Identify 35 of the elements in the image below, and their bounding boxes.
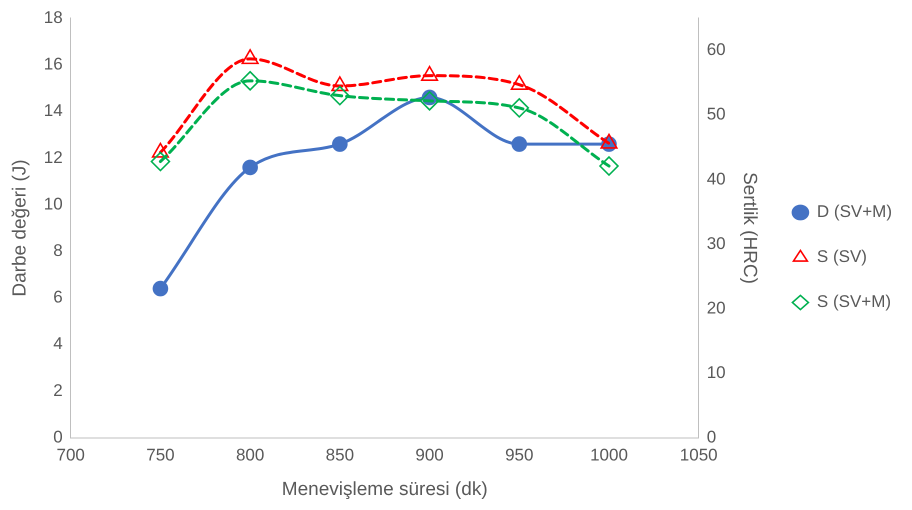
y2-tick-label: 20	[706, 298, 726, 318]
point	[152, 280, 168, 296]
x-tick-label: 700	[56, 446, 85, 465]
y2-tick-label: 50	[706, 104, 726, 124]
x-tick-label: 750	[146, 446, 175, 465]
legend-label: S (SV+M)	[816, 292, 892, 312]
y2-tick-label: 40	[706, 169, 726, 188]
point	[242, 160, 258, 176]
y2-tick-label: 10	[706, 362, 726, 382]
point	[511, 136, 528, 152]
y-tick-label: 16	[44, 54, 63, 74]
y-tick-label: 6	[53, 288, 63, 307]
y2-tick-label: 0	[706, 427, 716, 446]
y-tick-label: 14	[44, 101, 63, 120]
y-tick-label: 0	[53, 427, 63, 446]
y-tick-label: 2	[53, 380, 63, 400]
y-tick-label: 12	[44, 148, 63, 167]
x-tick-label: 900	[415, 446, 444, 465]
y2-tick-label: 30	[706, 234, 726, 253]
point	[332, 136, 348, 152]
y-tick-label: 4	[53, 334, 63, 354]
y-axis-title: Darbe değeri (J)	[10, 159, 31, 297]
y2-axis-title: Sertlik (HRC)	[738, 172, 760, 284]
x-tick-label: 800	[236, 446, 264, 465]
legend-label: D (SV+M)	[816, 202, 892, 222]
y-tick-label: 8	[53, 241, 63, 260]
x-axis-title: Menevişleme süresi (dk)	[282, 478, 488, 500]
y-tick-label: 10	[44, 194, 63, 214]
x-tick-label: 950	[505, 446, 534, 465]
x-tick-label: 1000	[590, 446, 628, 465]
y-tick-label: 18	[44, 8, 63, 27]
y2-tick-label: 60	[706, 40, 726, 60]
x-tick-label: 850	[326, 446, 354, 465]
x-tick-label: 1050	[680, 446, 718, 465]
legend-label: S (SV)	[816, 247, 867, 266]
